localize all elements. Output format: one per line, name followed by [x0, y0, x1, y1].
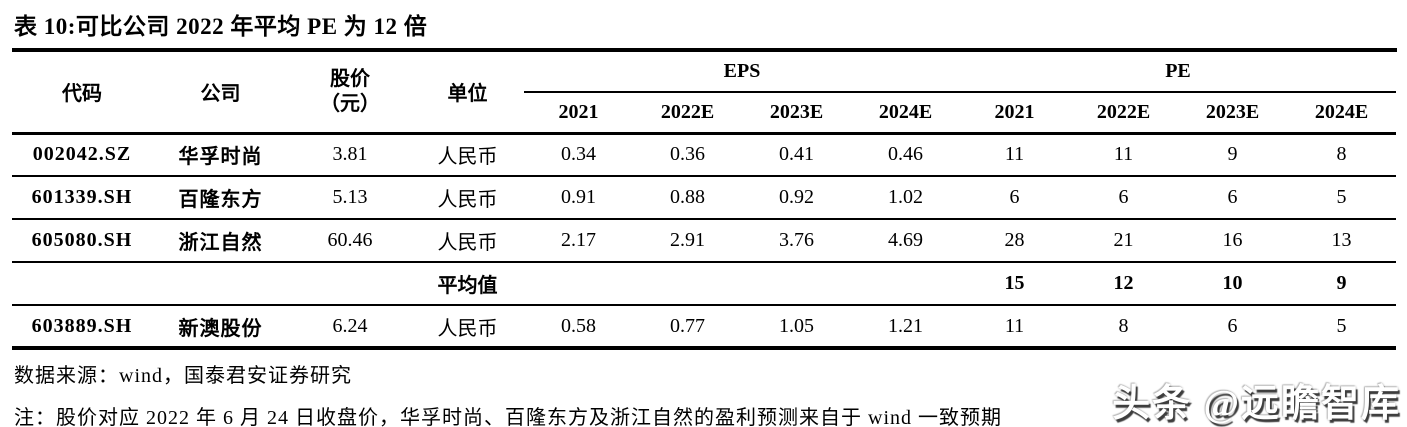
cell-company: 新澳股份	[152, 305, 289, 350]
cell-unit: 人民币	[411, 176, 524, 220]
cell-eps-2022e: 0.88	[633, 176, 742, 220]
table-title: 表 10:可比公司 2022 年平均 PE 为 12 倍	[14, 14, 428, 39]
cell-pe-2021: 6	[960, 176, 1069, 220]
cell-company	[152, 262, 289, 306]
header-year-row: 2021 2022E 2023E 2024E 2021 2022E 2023E …	[12, 92, 1396, 135]
data-source-note: 数据来源：wind，国泰君安证券研究	[14, 365, 352, 387]
cell-pe-2023e: 16	[1178, 219, 1287, 263]
cell-eps-2023e: 1.05	[742, 305, 851, 350]
cell-eps-2021: 0.58	[524, 305, 633, 350]
cell-eps-2022e: 0.36	[633, 133, 742, 177]
col-header-company: 公司	[152, 52, 289, 135]
col-header-unit: 单位	[411, 52, 524, 135]
group-header-eps: EPS	[524, 52, 960, 93]
cell-code: 605080.SH	[12, 219, 152, 263]
cell-code: 601339.SH	[12, 176, 152, 220]
cell-eps-2024e: 1.21	[851, 305, 960, 350]
cell-pe-2022e: 21	[1069, 219, 1178, 263]
cell-company: 浙江自然	[152, 219, 289, 263]
cell-price	[289, 262, 411, 306]
cell-eps-2023e: 0.41	[742, 133, 851, 177]
cell-eps-2024e: 1.02	[851, 176, 960, 220]
table-row-average: 平均值 15 12 10 9	[12, 262, 1396, 306]
cell-eps-2021: 0.34	[524, 133, 633, 177]
cell-eps-2021: 0.91	[524, 176, 633, 220]
cell-eps-2023e	[742, 262, 851, 306]
pe-year-2021: 2021	[960, 92, 1069, 135]
cell-pe-2024e: 5	[1287, 305, 1396, 350]
cell-eps-2022e	[633, 262, 742, 306]
cell-pe-2023e: 6	[1178, 176, 1287, 220]
cell-code: 603889.SH	[12, 305, 152, 350]
pe-year-2024e: 2024E	[1287, 92, 1396, 135]
cell-code	[12, 262, 152, 306]
comparable-companies-table: 代码 公司 股价 （元） 单位 EPS PE 2021 2022E 2023E …	[12, 52, 1396, 350]
eps-year-2024e: 2024E	[851, 92, 960, 135]
cell-price: 3.81	[289, 133, 411, 177]
cell-pe-2022e: 8	[1069, 305, 1178, 350]
eps-year-2021: 2021	[524, 92, 633, 135]
pe-year-2022e: 2022E	[1069, 92, 1178, 135]
cell-pe-2022e: 11	[1069, 133, 1178, 177]
cell-eps-2021	[524, 262, 633, 306]
table-row-zhejiang: 605080.SH 浙江自然 60.46 人民币 2.17 2.91 3.76 …	[12, 219, 1396, 263]
table-row-huafu: 002042.SZ 华孚时尚 3.81 人民币 0.34 0.36 0.41 0…	[12, 133, 1396, 177]
cell-pe-2024e: 9	[1287, 262, 1396, 306]
cell-eps-2024e	[851, 262, 960, 306]
cell-pe-2023e: 10	[1178, 262, 1287, 306]
cell-pe-2021: 28	[960, 219, 1069, 263]
cell-code: 002042.SZ	[12, 133, 152, 177]
cell-pe-2023e: 6	[1178, 305, 1287, 350]
eps-year-2023e: 2023E	[742, 92, 851, 135]
cell-unit: 人民币	[411, 133, 524, 177]
pe-year-2023e: 2023E	[1178, 92, 1287, 135]
table-row-xinao: 603889.SH 新澳股份 6.24 人民币 0.58 0.77 1.05 1…	[12, 305, 1396, 350]
cell-eps-2023e: 0.92	[742, 176, 851, 220]
footnote: 注：股价对应 2022 年 6 月 24 日收盘价，华孚时尚、百隆东方及浙江自然…	[14, 407, 1002, 427]
cell-eps-2024e: 0.46	[851, 133, 960, 177]
cell-company: 华孚时尚	[152, 133, 289, 177]
title-rule	[12, 48, 1397, 52]
cell-pe-2023e: 9	[1178, 133, 1287, 177]
cell-unit: 人民币	[411, 305, 524, 350]
cell-company: 百隆东方	[152, 176, 289, 220]
average-label: 平均值	[411, 262, 524, 306]
cell-price: 6.24	[289, 305, 411, 350]
table-row-bailong: 601339.SH 百隆东方 5.13 人民币 0.91 0.88 0.92 1…	[12, 176, 1396, 220]
col-header-price-line1: 股价	[330, 67, 370, 90]
cell-pe-2021: 15	[960, 262, 1069, 306]
cell-eps-2022e: 0.77	[633, 305, 742, 350]
cell-pe-2021: 11	[960, 133, 1069, 177]
cell-pe-2024e: 8	[1287, 133, 1396, 177]
col-header-price-line2: （元）	[320, 92, 380, 115]
header-group-row: 代码 公司 股价 （元） 单位 EPS PE	[12, 52, 1396, 135]
cell-eps-2023e: 3.76	[742, 219, 851, 263]
cell-price: 5.13	[289, 176, 411, 220]
eps-year-2022e: 2022E	[633, 92, 742, 135]
cell-pe-2024e: 5	[1287, 176, 1396, 220]
col-header-code: 代码	[12, 52, 152, 135]
cell-pe-2024e: 13	[1287, 219, 1396, 263]
cell-price: 60.46	[289, 219, 411, 263]
cell-unit: 人民币	[411, 219, 524, 263]
cell-pe-2022e: 6	[1069, 176, 1178, 220]
cell-eps-2021: 2.17	[524, 219, 633, 263]
group-header-pe: PE	[960, 52, 1396, 93]
cell-pe-2022e: 12	[1069, 262, 1178, 306]
cell-eps-2024e: 4.69	[851, 219, 960, 263]
cell-pe-2021: 11	[960, 305, 1069, 350]
cell-eps-2022e: 2.91	[633, 219, 742, 263]
col-header-price: 股价 （元）	[289, 52, 411, 135]
watermark: 头条 @远瞻智库	[1112, 383, 1401, 425]
